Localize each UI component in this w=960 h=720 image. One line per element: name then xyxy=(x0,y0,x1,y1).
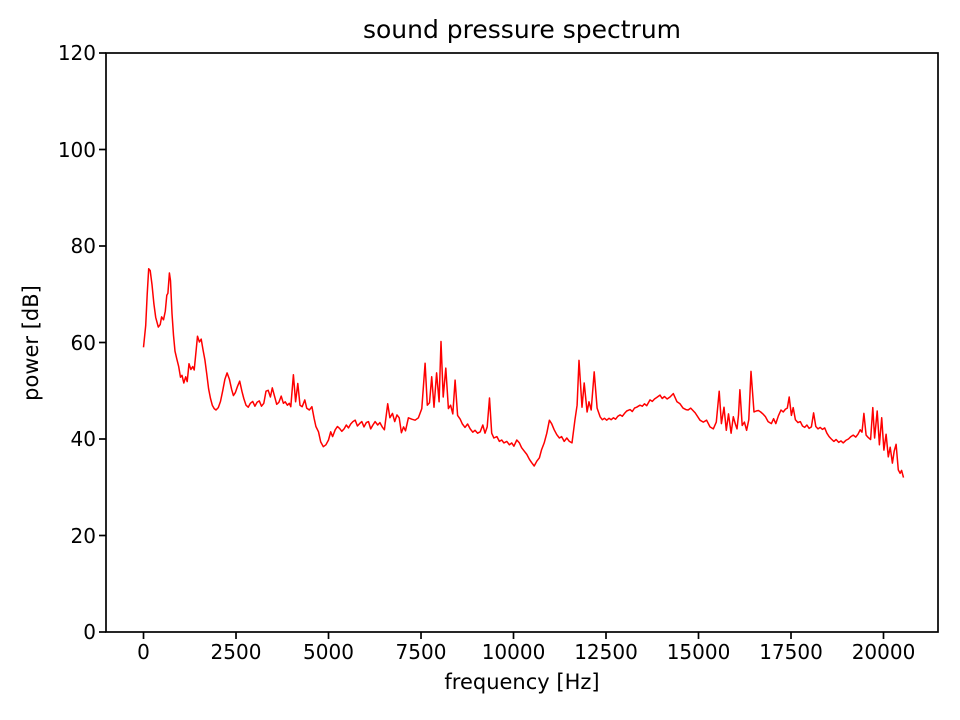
y-tick-label: 100 xyxy=(57,137,96,162)
x-tick-label: 10000 xyxy=(481,640,546,664)
y-tick-label: 40 xyxy=(70,427,96,451)
x-tick-label: 17500 xyxy=(759,640,823,664)
plot-frame xyxy=(105,52,939,633)
x-tick-label: 15000 xyxy=(666,640,731,664)
x-tick-label: 7500 xyxy=(395,640,447,664)
x-tick-label: 20000 xyxy=(851,640,916,664)
y-tick-label: 120 xyxy=(57,41,96,65)
y-tick-label: 60 xyxy=(70,330,96,355)
spectrum-line xyxy=(142,267,905,478)
x-tick-label: 0 xyxy=(137,640,150,664)
x-axis-label: frequency [Hz] xyxy=(444,670,600,694)
x-tick-label: 2500 xyxy=(210,640,262,664)
x-tick-label: 12500 xyxy=(574,640,638,664)
chart-title: sound pressure spectrum xyxy=(362,15,682,44)
y-tick-label: 0 xyxy=(83,620,96,644)
x-tick-label: 5000 xyxy=(303,640,354,664)
y-tick-label: 20 xyxy=(70,523,96,548)
y-tick-label: 80 xyxy=(70,234,96,258)
